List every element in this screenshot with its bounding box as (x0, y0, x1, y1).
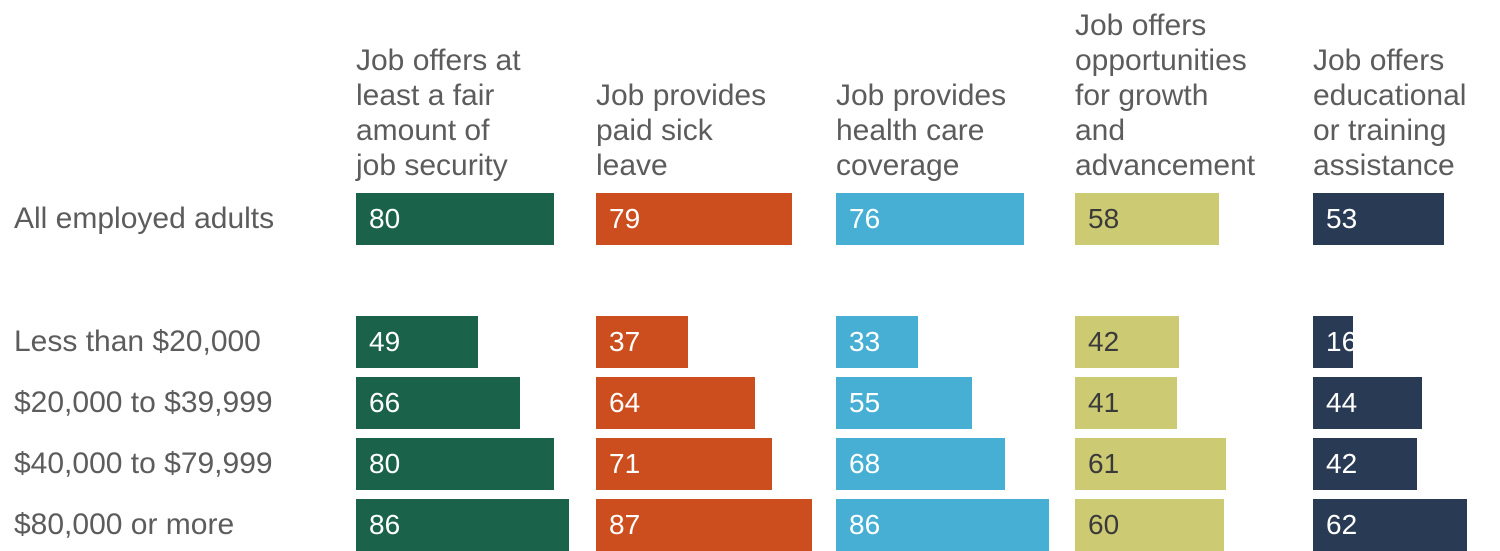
data-label-training: 62 (1326, 509, 1358, 540)
bar-sick (596, 377, 755, 429)
column-header-line: amount of (356, 114, 490, 147)
column-header-security: Job offers at least a fair amount of job se… (356, 43, 596, 183)
data-label-training: 53 (1326, 203, 1358, 234)
data-label-sick: 71 (609, 448, 641, 479)
bar-growth (1075, 438, 1226, 490)
data-label-growth: 61 (1088, 448, 1120, 479)
bar-training (1313, 316, 1353, 368)
column-header-line: Job provides (836, 79, 1007, 112)
bar-health (836, 316, 918, 368)
data-label-health: 86 (849, 509, 881, 540)
bar-sick (596, 499, 812, 551)
bar-security (356, 438, 554, 490)
bar-training (1313, 438, 1417, 490)
bar-sick (596, 193, 792, 245)
bar-security (356, 377, 520, 429)
data-label-security: 86 (369, 509, 401, 540)
data-label-health: 68 (849, 448, 881, 479)
column-header-line: paid sick (596, 114, 713, 147)
data-label-training: 16 (1326, 326, 1358, 357)
bar-health (836, 438, 1005, 490)
row-label: $80,000 or more (14, 508, 235, 541)
column-header-line: Job provides (596, 79, 767, 112)
bar-health (836, 499, 1049, 551)
data-label-sick: 37 (609, 326, 641, 357)
data-label-sick: 87 (609, 509, 641, 540)
row-label: $20,000 to $39,999 (14, 386, 273, 419)
data-label-growth: 58 (1088, 203, 1120, 234)
column-header-sick: Job provides paid sick leave (596, 78, 836, 183)
column-header-health: Job provides health care coverage (836, 78, 1076, 183)
bar-training (1313, 499, 1467, 551)
data-label-growth: 60 (1088, 509, 1120, 540)
column-header-line: health care (836, 114, 985, 147)
column-header-line: Job offers (1313, 44, 1445, 77)
column-header-line: least a fair (356, 79, 495, 112)
column-header-line: educational (1313, 79, 1467, 112)
data-label-security: 80 (369, 203, 401, 234)
bar-security (356, 316, 478, 368)
bar-training (1313, 377, 1422, 429)
bar-sick (596, 438, 772, 490)
bar-growth (1075, 316, 1179, 368)
bar-health (836, 193, 1024, 245)
bar-growth (1075, 377, 1177, 429)
data-label-sick: 79 (609, 203, 641, 234)
bar-training (1313, 193, 1444, 245)
data-label-sick: 64 (609, 387, 641, 418)
data-label-health: 33 (849, 326, 881, 357)
column-header-line: opportunities (1075, 44, 1247, 77)
column-header-line: for growth (1075, 79, 1209, 112)
bar-health (836, 377, 972, 429)
column-header-line: Job offers at (356, 44, 521, 77)
column-header-line: advancement (1075, 149, 1256, 182)
bar-security (356, 193, 554, 245)
column-header-line: assistance (1313, 149, 1455, 182)
column-header-line: and (1075, 114, 1126, 147)
column-header-line: Job offers (1075, 9, 1207, 42)
data-label-growth: 42 (1088, 326, 1120, 357)
bar-growth (1075, 193, 1219, 245)
column-header-line: leave (596, 149, 668, 182)
bar-growth (1075, 499, 1224, 551)
data-label-security: 66 (369, 387, 401, 418)
data-label-security: 49 (369, 326, 401, 357)
data-label-growth: 41 (1088, 387, 1120, 418)
data-label-training: 44 (1326, 387, 1358, 418)
row-label: Less than $20,000 (14, 325, 261, 358)
column-header-training: Job offers educational or training assistan… (1313, 43, 1500, 183)
bar-security (356, 499, 569, 551)
bar-sick (596, 316, 688, 368)
data-label-training: 42 (1326, 448, 1358, 479)
row-label: All employed adults (14, 202, 275, 235)
column-header-line: coverage (836, 149, 960, 182)
column-header-line: or training (1313, 114, 1447, 147)
row-label: $40,000 to $79,999 (14, 447, 273, 480)
column-header-line: job security (356, 149, 508, 182)
data-label-health: 76 (849, 203, 881, 234)
column-header-growth: Job offers opportunities for growth and adva… (1075, 8, 1315, 183)
data-label-security: 80 (369, 448, 401, 479)
data-label-health: 55 (849, 387, 881, 418)
